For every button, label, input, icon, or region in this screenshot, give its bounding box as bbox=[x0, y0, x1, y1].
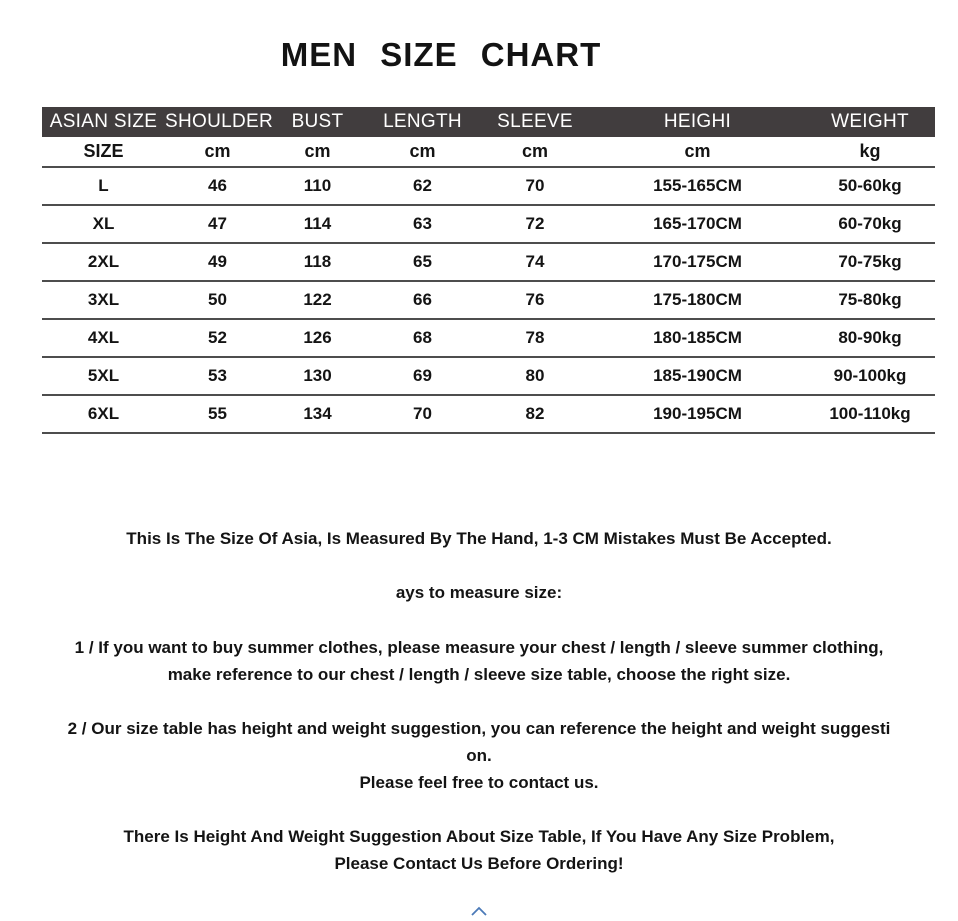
table-cell: 63 bbox=[413, 214, 432, 233]
table-cell: 80 bbox=[525, 366, 545, 385]
table-cell: 122 bbox=[303, 290, 332, 309]
unit-cell-size: SIZE bbox=[83, 141, 124, 161]
table-cell: 49 bbox=[208, 252, 227, 271]
table-cell: 114 bbox=[303, 214, 332, 233]
table-cell: 5XL bbox=[87, 366, 120, 385]
unit-cell-kg: kg bbox=[859, 141, 881, 161]
note-tip-1-line-2: make reference to our chest / length / s… bbox=[167, 665, 791, 684]
table-row: 2XL 49 118 65 74 170-175CM 70-75kg bbox=[42, 243, 935, 281]
table-cell: 110 bbox=[303, 176, 332, 195]
table-row: XL 47 114 63 72 165-170CM 60-70kg bbox=[42, 205, 935, 243]
note-tip-2-line-3: Please feel free to contact us. bbox=[359, 773, 599, 792]
table-cell: 170-175CM bbox=[653, 252, 742, 271]
table-cell: 2XL bbox=[87, 252, 120, 271]
notes-section: This Is The Size Of Asia, Is Measured By… bbox=[0, 525, 958, 919]
table-cell: 155-165CM bbox=[653, 176, 742, 195]
note-closing: There Is Height And Weight Suggestion Ab… bbox=[0, 823, 958, 877]
table-row: 3XL 50 122 66 76 175-180CM 75-80kg bbox=[42, 281, 935, 319]
table-row: L 46 110 62 70 155-165CM 50-60kg bbox=[42, 167, 935, 205]
table-cell: L bbox=[98, 176, 109, 195]
header-cell-shoulder: SHOULDER bbox=[165, 111, 273, 132]
table-row: 4XL 52 126 68 78 180-185CM 80-90kg bbox=[42, 319, 935, 357]
collapse-control bbox=[0, 905, 958, 919]
header-cell-sleeve: SLEEVE bbox=[497, 111, 573, 132]
table-cell: 65 bbox=[413, 252, 432, 271]
table-cell: 80-90kg bbox=[838, 328, 902, 347]
note-tip-2-line-1: 2 / Our size table has height and weight… bbox=[67, 719, 891, 738]
header-cell-weight: WEIGHT bbox=[831, 111, 909, 132]
header-cell-length: LENGTH bbox=[383, 111, 462, 132]
table-cell: 175-180CM bbox=[653, 290, 742, 309]
unit-cell-cm: cm bbox=[409, 141, 436, 161]
table-cell: 50-60kg bbox=[838, 176, 902, 195]
table-cell: 75-80kg bbox=[838, 290, 902, 309]
table-cell: 165-170CM bbox=[653, 214, 742, 233]
note-closing-line-2: Please Contact Us Before Ordering! bbox=[334, 854, 624, 873]
table-cell: 4XL bbox=[87, 328, 120, 347]
table-row: 6XL 55 134 70 82 190-195CM 100-110kg bbox=[42, 395, 935, 433]
unit-cell-cm: cm bbox=[684, 141, 711, 161]
note-tip-2: 2 / Our size table has height and weight… bbox=[0, 715, 958, 796]
page-title: MEN SIZE CHART bbox=[280, 36, 602, 73]
table-cell: 62 bbox=[413, 176, 432, 195]
table-cell: 70-75kg bbox=[838, 252, 902, 271]
table-cell: 130 bbox=[303, 366, 332, 385]
chevron-up-icon[interactable] bbox=[470, 905, 488, 917]
table-cell: 180-185CM bbox=[653, 328, 742, 347]
note-closing-line-1: There Is Height And Weight Suggestion Ab… bbox=[123, 827, 835, 846]
table-cell: 76 bbox=[525, 290, 545, 309]
unit-cell-cm: cm bbox=[204, 141, 231, 161]
table-cell: 66 bbox=[413, 290, 432, 309]
table-cell: 69 bbox=[413, 366, 432, 385]
table-cell: 3XL bbox=[87, 290, 120, 309]
header-cell-height: HEIGHI bbox=[663, 111, 732, 132]
unit-cell-cm: cm bbox=[521, 141, 548, 161]
size-table-header-row: ASIAN SIZE SHOULDER BUST LENGTH SLEEVE H… bbox=[42, 107, 935, 137]
table-cell: 118 bbox=[303, 252, 332, 271]
note-tip-2-line-2: on. bbox=[466, 746, 492, 765]
header-cell-asian-size: ASIAN SIZE bbox=[49, 111, 158, 132]
unit-cell-cm: cm bbox=[304, 141, 331, 161]
table-cell: 100-110kg bbox=[829, 404, 911, 423]
table-cell: 70 bbox=[525, 176, 545, 195]
table-cell: 126 bbox=[303, 328, 332, 347]
table-cell: 55 bbox=[208, 404, 227, 423]
table-cell: 53 bbox=[208, 366, 227, 385]
table-cell: 6XL bbox=[87, 404, 120, 423]
note-tip-1: 1 / If you want to buy summer clothes, p… bbox=[0, 634, 958, 688]
table-cell: 74 bbox=[525, 252, 545, 271]
note-tip-1-line-1: 1 / If you want to buy summer clothes, p… bbox=[74, 638, 884, 657]
table-cell: 46 bbox=[208, 176, 227, 195]
table-cell: XL bbox=[92, 214, 115, 233]
table-cell: 60-70kg bbox=[838, 214, 902, 233]
table-cell: 185-190CM bbox=[653, 366, 742, 385]
table-cell: 70 bbox=[413, 404, 432, 423]
table-cell: 78 bbox=[525, 328, 545, 347]
size-table-units-row: SIZE cm cm cm cm cm kg bbox=[42, 137, 935, 167]
table-cell: 52 bbox=[208, 328, 227, 347]
note-measure-accuracy: This Is The Size Of Asia, Is Measured By… bbox=[126, 529, 832, 548]
note-ways-heading: ays to measure size: bbox=[395, 583, 563, 602]
table-cell: 90-100kg bbox=[833, 366, 907, 385]
table-cell: 50 bbox=[208, 290, 227, 309]
table-cell: 82 bbox=[525, 404, 545, 423]
table-cell: 72 bbox=[525, 214, 545, 233]
table-row: 5XL 53 130 69 80 185-190CM 90-100kg bbox=[42, 357, 935, 395]
header-cell-bust: BUST bbox=[291, 111, 344, 132]
table-cell: 190-195CM bbox=[653, 404, 742, 423]
table-cell: 134 bbox=[303, 404, 332, 423]
table-cell: 68 bbox=[413, 328, 432, 347]
size-table: ASIAN SIZE SHOULDER BUST LENGTH SLEEVE H… bbox=[42, 107, 935, 434]
table-cell: 47 bbox=[208, 214, 227, 233]
